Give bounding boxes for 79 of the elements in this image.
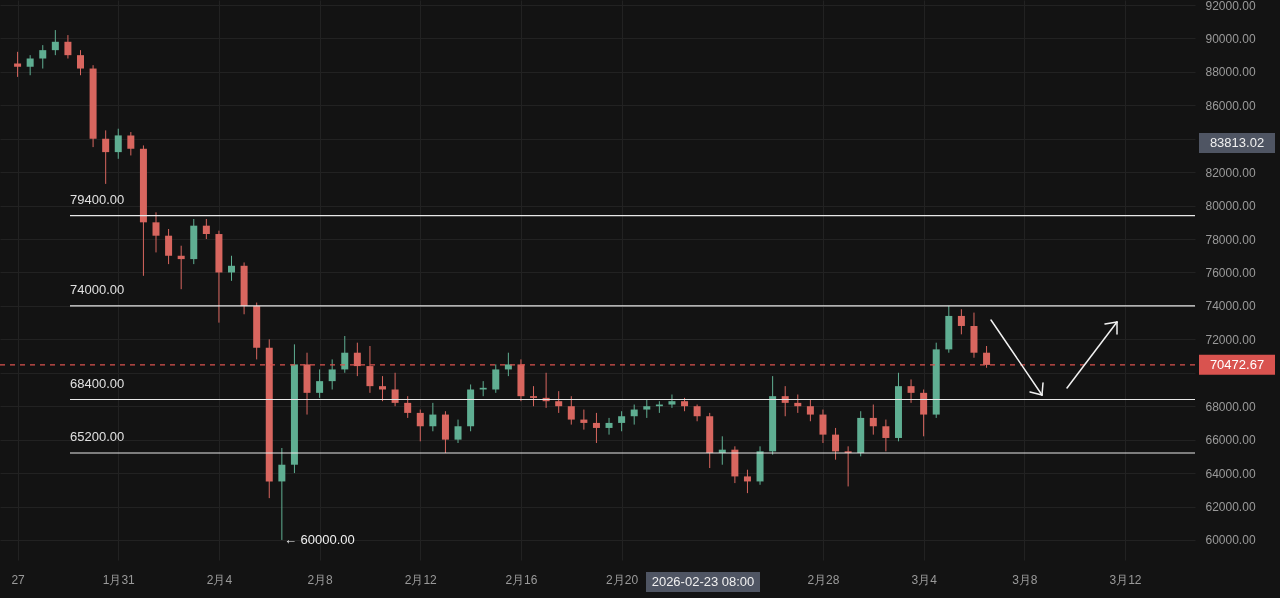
x-tick-label: 1月31 — [102, 572, 136, 587]
candlestick — [454, 419, 462, 444]
y-tick-label: 74000.00 — [1205, 299, 1256, 314]
candlestick — [51, 29, 59, 56]
y-tick-label: 82000.00 — [1205, 165, 1256, 180]
candlestick — [429, 402, 437, 432]
candlestick — [832, 427, 840, 461]
candlestick — [14, 51, 22, 78]
candlestick — [127, 131, 135, 156]
candlestick — [743, 469, 751, 494]
x-tick-label: 3月8 — [1012, 572, 1038, 587]
y-tick-label: 88000.00 — [1205, 65, 1256, 80]
ref-line-label: 70472.67 — [1209, 356, 1265, 372]
candlestick — [102, 129, 110, 185]
candlestick — [580, 409, 588, 431]
y-tick-label: 78000.00 — [1205, 232, 1256, 247]
candlestick — [605, 417, 613, 436]
candlestick — [366, 345, 374, 394]
candlestick — [202, 218, 210, 240]
candlestick — [152, 211, 160, 253]
y-tick-label: 62000.00 — [1205, 500, 1256, 515]
candlestick — [177, 245, 185, 290]
candlestick — [391, 372, 399, 407]
candlestick — [404, 395, 412, 419]
y-tick-label: 76000.00 — [1205, 265, 1256, 280]
candlestick — [379, 375, 387, 402]
y-tick-label: 72000.00 — [1205, 332, 1256, 347]
candlestick — [592, 412, 600, 444]
y-tick-label: 66000.00 — [1205, 433, 1256, 448]
x-tick-label: 2月12 — [404, 572, 438, 587]
y-tick-label: 68000.00 — [1205, 399, 1256, 414]
candlestick — [869, 404, 877, 436]
ref-line-label: 79400.00 — [70, 191, 125, 207]
candlestick — [316, 368, 324, 399]
candlestick — [957, 308, 965, 335]
x-tick-label: 2月28 — [807, 572, 840, 587]
x-tick-label: 2月20 — [606, 572, 639, 587]
candlestick — [165, 228, 173, 265]
ref-line-label: 68400.00 — [70, 375, 125, 391]
x-tick-label: 3月12 — [1109, 572, 1142, 587]
candlestick — [907, 378, 915, 404]
text: 2026-02-23 08:00 — [651, 574, 755, 589]
candlestick — [64, 34, 72, 60]
candlestick — [492, 363, 500, 394]
y-tick-label: 60000.00 — [1205, 533, 1256, 548]
y-tick-label: 90000.00 — [1205, 31, 1256, 46]
candlestick — [353, 342, 361, 377]
candlestick — [416, 409, 424, 442]
y-tick-label: 86000.00 — [1205, 98, 1256, 113]
candlestick — [983, 345, 991, 369]
candlestick — [278, 447, 286, 541]
x-tick-label: 2月4 — [206, 572, 233, 587]
x-tick-label: 2月8 — [307, 572, 334, 587]
candlestick — [806, 399, 814, 422]
candlestick — [555, 390, 563, 414]
candlestick — [567, 395, 575, 426]
candlestick — [114, 128, 122, 160]
x-tick-label: 3月4 — [911, 572, 938, 587]
candlestick — [328, 358, 336, 390]
y-tick-label: 80000.00 — [1205, 199, 1256, 214]
candlestick — [819, 409, 827, 444]
candlestick — [882, 419, 890, 452]
candlestick — [643, 399, 651, 419]
annotation: ← 60000.00 — [284, 532, 355, 547]
x-tick-label: 27 — [11, 572, 26, 587]
x-tick-label: 2月16 — [505, 572, 538, 587]
text: 83813.02 — [1209, 135, 1265, 150]
candlestick — [618, 410, 626, 432]
candlestick — [668, 394, 676, 409]
ref-line-label: 65200.00 — [70, 429, 125, 445]
ref-line-label: 74000.00 — [70, 281, 125, 297]
y-tick-label: 92000.00 — [1205, 0, 1256, 13]
candlestick — [39, 44, 47, 70]
candlestick — [26, 54, 34, 76]
candlestick — [77, 49, 84, 76]
candlestick — [794, 394, 802, 414]
y-tick-label: 64000.00 — [1205, 466, 1256, 481]
candlestick — [530, 385, 538, 407]
candlestick — [920, 388, 928, 437]
